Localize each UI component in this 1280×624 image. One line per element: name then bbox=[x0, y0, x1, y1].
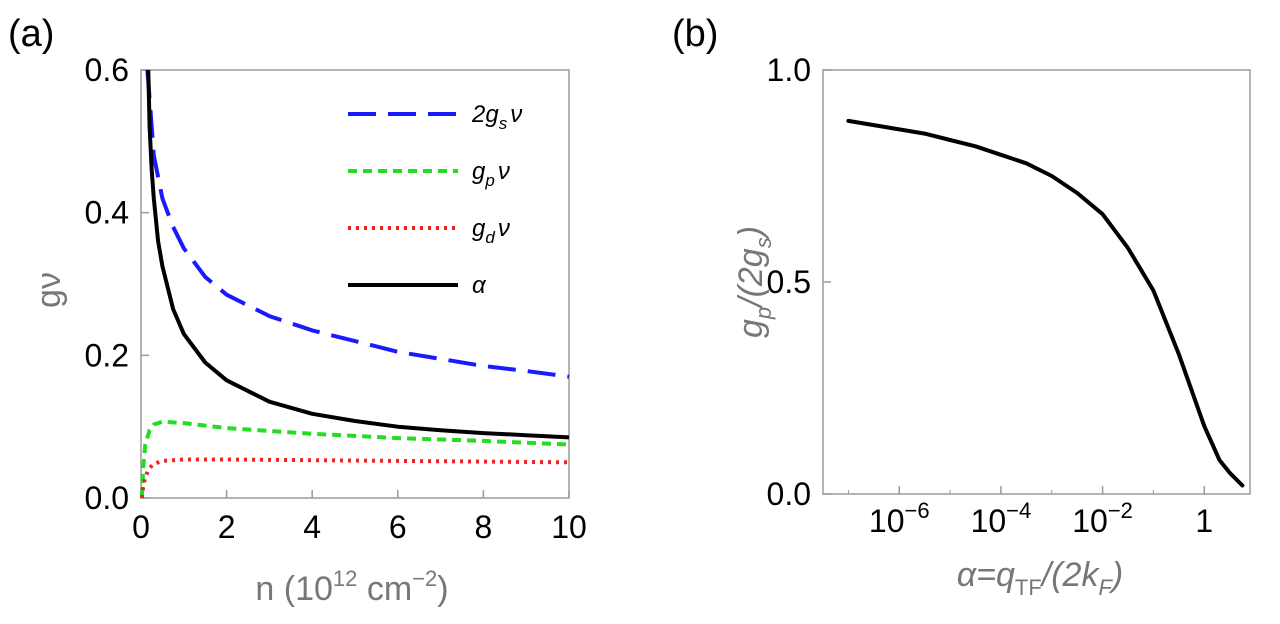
series-line bbox=[846, 118, 1245, 488]
legend-item-alpha: α bbox=[348, 272, 487, 299]
x-tick-label: 10−4 bbox=[971, 498, 1032, 539]
series-line bbox=[139, 457, 570, 499]
panel-a: (a) 0 2 4 6 8 10 0.0 0.2 0.4 0.6 gν n (1012 cm−2)… bbox=[8, 13, 587, 608]
x-tick-label: 10−2 bbox=[1072, 498, 1133, 539]
panel-b-series bbox=[846, 118, 1245, 488]
legend-item-gd: gd ν bbox=[348, 215, 510, 247]
series-line bbox=[145, 69, 570, 379]
x-tick-label: 10 bbox=[551, 509, 587, 545]
legend-label-gd: gd ν bbox=[472, 215, 510, 247]
series-line bbox=[139, 419, 570, 499]
panel-a-xlabel: n (1012 cm−2) bbox=[255, 566, 448, 608]
y-tick-label: 0.6 bbox=[85, 52, 129, 88]
panel-a-frame bbox=[140, 69, 570, 499]
legend-label-alpha: α bbox=[472, 272, 487, 299]
panel-b-ticks: 10−6 10−4 10−2 1 0.0 0.5 1.0 bbox=[767, 52, 1214, 539]
panel-a-xlabel-end: ) bbox=[437, 570, 448, 608]
y-tick-label: 0.5 bbox=[767, 264, 811, 300]
y-tick-label: 1.0 bbox=[767, 52, 811, 88]
y-tick-label: 0.0 bbox=[85, 480, 129, 516]
x-tick-label: 4 bbox=[303, 509, 321, 545]
panel-b: (b) 10−6 10−4 10−2 1 0.0 0.5 1.0 gp/(2gs) α=qT… bbox=[672, 13, 1251, 600]
x-tick-label: 0 bbox=[132, 509, 150, 545]
y-tick-label: 0.0 bbox=[767, 476, 811, 512]
panel-a-label: (a) bbox=[8, 13, 54, 55]
panel-a-xlabel-exp2: −2 bbox=[412, 566, 437, 591]
panel-b-xlabel: α=qTF/(2kF) bbox=[957, 556, 1124, 600]
panel-a-xlabel-base: n (10 bbox=[255, 570, 333, 608]
panel-b-ylabel: gp/(2gs) bbox=[732, 226, 776, 338]
y-tick-label: 0.4 bbox=[85, 195, 129, 231]
legend-label-gp: gp ν bbox=[472, 158, 510, 190]
x-tick-label: 8 bbox=[475, 509, 493, 545]
panel-a-series bbox=[139, 69, 570, 499]
y-tick-label: 0.2 bbox=[85, 337, 129, 373]
legend-item-gp: gp ν bbox=[348, 158, 510, 190]
panel-a-ylabel: gν bbox=[30, 272, 68, 308]
panel-a-ticks: 0 2 4 6 8 10 0.0 0.2 0.4 0.6 bbox=[85, 52, 587, 545]
panel-b-frame bbox=[822, 69, 1251, 495]
x-tick-label: 1 bbox=[1195, 503, 1213, 539]
panel-b-label: (b) bbox=[672, 13, 718, 55]
x-tick-label: 10−6 bbox=[869, 498, 930, 539]
legend-item-2gs: 2gs ν bbox=[348, 101, 522, 133]
x-tick-label: 2 bbox=[218, 509, 236, 545]
panel-a-xlabel-exp1: 12 bbox=[333, 566, 357, 591]
x-tick-label: 6 bbox=[389, 509, 407, 545]
panel-a-legend: 2gs ν gp ν gd ν α bbox=[348, 101, 522, 299]
panel-a-xlabel-mid: cm bbox=[357, 570, 412, 608]
series-line bbox=[146, 69, 570, 440]
legend-label-2gs: 2gs ν bbox=[471, 101, 522, 133]
